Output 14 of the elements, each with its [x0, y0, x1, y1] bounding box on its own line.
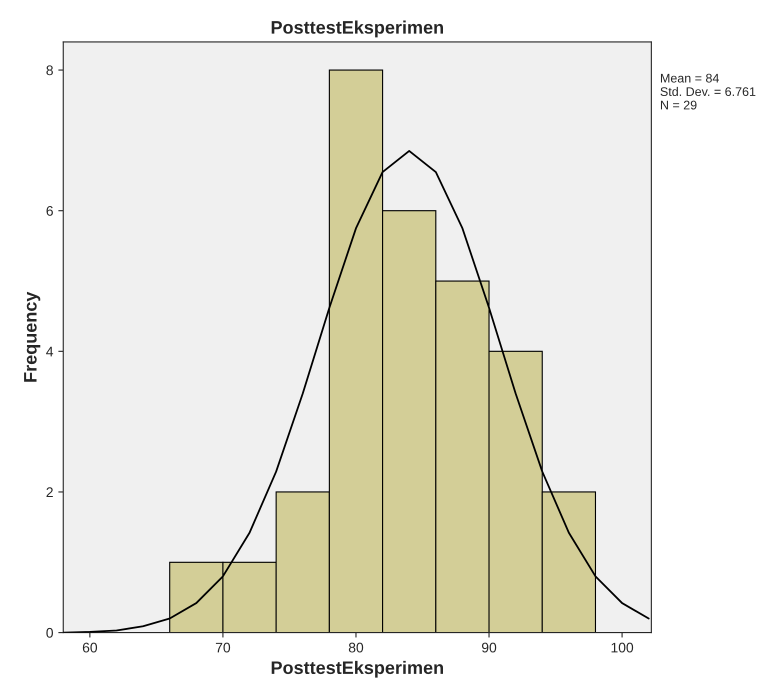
chart-title: PosttestEksperimen [272, 20, 443, 38]
y-tick-label: 2 [46, 487, 53, 497]
y-tick-label: 6 [46, 206, 53, 216]
x-tick-label: 90 [482, 642, 496, 653]
x-axis-title: PosttestEksperimen [272, 660, 443, 678]
x-tick-label: 70 [216, 642, 230, 653]
x-tick-label: 80 [348, 642, 364, 653]
text: Mean = 84 Std. Dev. = 6.761 N = 29 [660, 74, 756, 110]
y-tick-label: 0 [46, 628, 53, 638]
y-tick-label: 8 [46, 65, 53, 76]
y-tick-label: 4 [46, 346, 54, 356]
y-axis-title: Frequency [24, 292, 40, 382]
x-tick-label: 100 [612, 642, 634, 653]
x-tick-label: 60 [82, 642, 98, 653]
